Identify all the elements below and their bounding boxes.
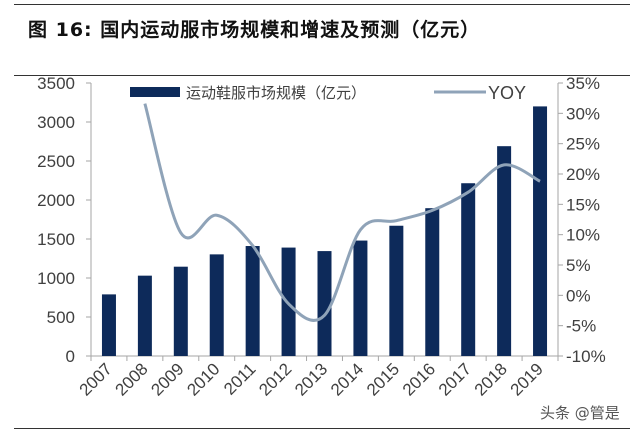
x-tick-label: 2007 [76,359,116,399]
right-tick-label: 25% [566,135,600,154]
right-tick-label: 35% [566,74,600,93]
bar-2016 [425,208,440,356]
left-tick-label: 500 [47,308,75,327]
right-tick-label: 5% [566,256,591,275]
title-rule [14,75,630,76]
x-tick-label: 2016 [399,359,439,399]
bar-2013 [317,251,332,356]
bar-2008 [137,275,152,356]
right-tick-label: 15% [566,195,600,214]
x-tick-label: 2011 [220,359,259,398]
yoy-line [143,103,541,322]
legend-line-label: YOY [488,83,526,103]
legend-bar-swatch [130,87,180,97]
bar-2011 [245,246,260,356]
left-tick-label: 0 [66,347,75,366]
x-tick-label: 2008 [112,359,152,399]
left-tick-label: 1500 [37,230,75,249]
bar-2014 [353,240,368,356]
x-tick-label: 2018 [471,359,511,399]
right-tick-label: 0% [566,286,591,305]
x-tick-label: 2015 [363,359,403,399]
bar-2015 [389,225,404,356]
figure-title: 图 16: 国内运动服市场规模和增速及预测（亿元） [28,19,481,41]
left-tick-label: 2000 [37,191,75,210]
left-tick-label: 3000 [37,113,75,132]
top-rule [14,4,630,5]
x-tick-label: 2010 [183,359,223,399]
left-tick-label: 1000 [37,269,75,288]
bar-2009 [173,266,188,356]
bar-2018 [497,146,512,356]
left-tick-label: 2500 [37,152,75,171]
right-tick-label: -10% [566,347,606,366]
right-tick-label: 30% [566,104,600,123]
bottom-rule [14,428,630,429]
bar-2007 [101,294,116,356]
x-tick-label: 2012 [255,359,295,399]
right-tick-label: 20% [566,165,600,184]
right-tick-label: 10% [566,226,600,245]
left-tick-label: 3500 [37,74,75,93]
x-tick-label: 2017 [435,359,475,399]
x-tick-label: 2014 [327,359,367,399]
bar-2017 [461,183,476,356]
right-tick-label: -5% [566,317,596,336]
x-tick-label: 2009 [147,359,187,399]
legend-bar-label: 运动鞋服市场规模（亿元） [186,84,366,102]
bar-2010 [209,254,224,356]
x-tick-label: 2019 [507,359,547,399]
x-tick-label: 2013 [291,359,331,399]
bar-2019 [533,106,548,357]
watermark: 头条 @管是 [540,404,620,422]
